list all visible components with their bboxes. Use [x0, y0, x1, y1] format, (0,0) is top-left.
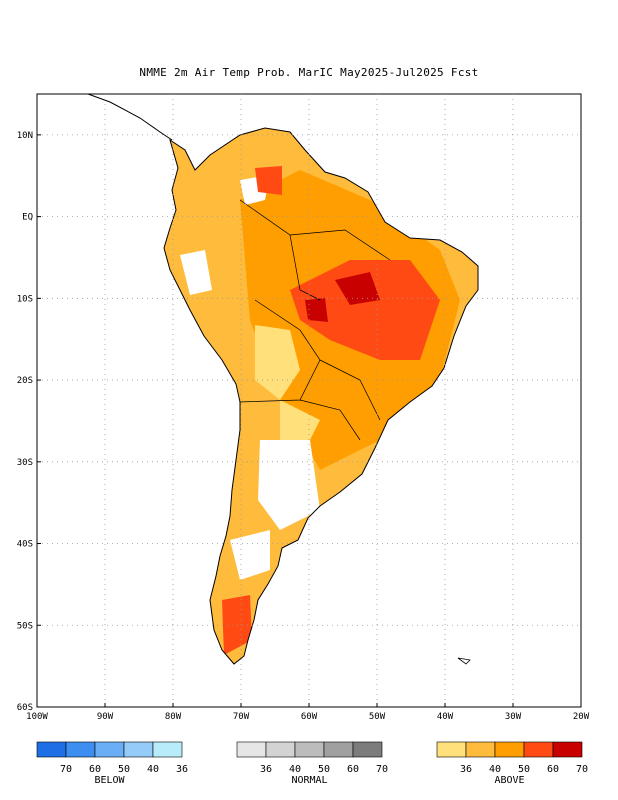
legend: 70 60 50 40 36 BELOW 36 40 50 60 70 NORMAL 36 40 50 60 7…: [36, 741, 588, 786]
below-legend-swatch: [152, 741, 183, 758]
lat-tick-label: 50S: [17, 621, 33, 631]
lon-tick-label: 70W: [233, 712, 250, 722]
lat-tick-label: 10N: [17, 131, 33, 141]
lat-tick-label: 20S: [17, 376, 33, 386]
below-legend-value: 50: [118, 764, 130, 775]
above-legend-swatch: [552, 741, 583, 758]
lat-tick-label: 40S: [17, 540, 33, 550]
above-legend-swatch: [494, 741, 525, 758]
above-legend-label: ABOVE: [494, 775, 524, 786]
grid-lines: [37, 94, 581, 707]
below-legend-swatch: [123, 741, 154, 758]
lat-tick-label: EQ: [22, 213, 33, 223]
central-america-coast: [87, 93, 173, 141]
below-legend-value: 40: [147, 764, 159, 775]
normal-legend-swatch: [323, 741, 354, 758]
lon-tick-label: 90W: [97, 712, 114, 722]
normal-legend-swatch: [265, 741, 296, 758]
below-legend-value: 70: [60, 764, 72, 775]
above-legend-value: 60: [547, 764, 559, 775]
normal-legend-swatch: [294, 741, 325, 758]
lon-tick-label: 60W: [301, 712, 318, 722]
below-legend-swatch: [65, 741, 96, 758]
normal-legend-value: 60: [347, 764, 359, 775]
normal-legend-value: 40: [289, 764, 301, 775]
below-legend-swatch: [94, 741, 125, 758]
lat-tick-label: 60S: [17, 703, 33, 713]
above-legend-value: 40: [489, 764, 501, 775]
normal-legend-swatch: [236, 741, 267, 758]
island-outline: [457, 657, 471, 665]
normal-legend-label: NORMAL: [291, 775, 327, 786]
lat-tick-label: 10S: [17, 294, 33, 304]
below-legend-value: 36: [176, 764, 188, 775]
normal-legend-value: 36: [260, 764, 272, 775]
above-legend-value: 70: [576, 764, 588, 775]
above-legend-swatch: [523, 741, 554, 758]
normal-legend-value: 50: [318, 764, 330, 775]
lon-tick-label: 30W: [505, 712, 522, 722]
above-legend-swatch: [465, 741, 496, 758]
normal-legend-value: 70: [376, 764, 388, 775]
lat-tick-label: 30S: [17, 458, 33, 468]
map-title: NMME 2m Air Temp Prob. MarIC May2025-Jul…: [139, 66, 479, 79]
above-legend-swatch: [436, 741, 467, 758]
lon-tick-label: 20W: [573, 712, 590, 722]
lon-tick-label: 100W: [26, 712, 48, 722]
lon-tick-label: 40W: [437, 712, 454, 722]
above-legend-value: 50: [518, 764, 530, 775]
country-borders: [239, 199, 391, 441]
axis-tick-labels: 100W 90W 80W 70W 60W 50W 40W 30W 20W 10N EQ 10S 20S 3…: [17, 131, 590, 722]
above-legend-value: 36: [460, 764, 472, 775]
lon-tick-label: 80W: [165, 712, 182, 722]
lon-tick-label: 50W: [369, 712, 386, 722]
below-legend-label: BELOW: [94, 775, 125, 786]
below-legend-swatch: [36, 741, 67, 758]
below-legend-value: 60: [89, 764, 101, 775]
normal-legend-swatch: [352, 741, 383, 758]
